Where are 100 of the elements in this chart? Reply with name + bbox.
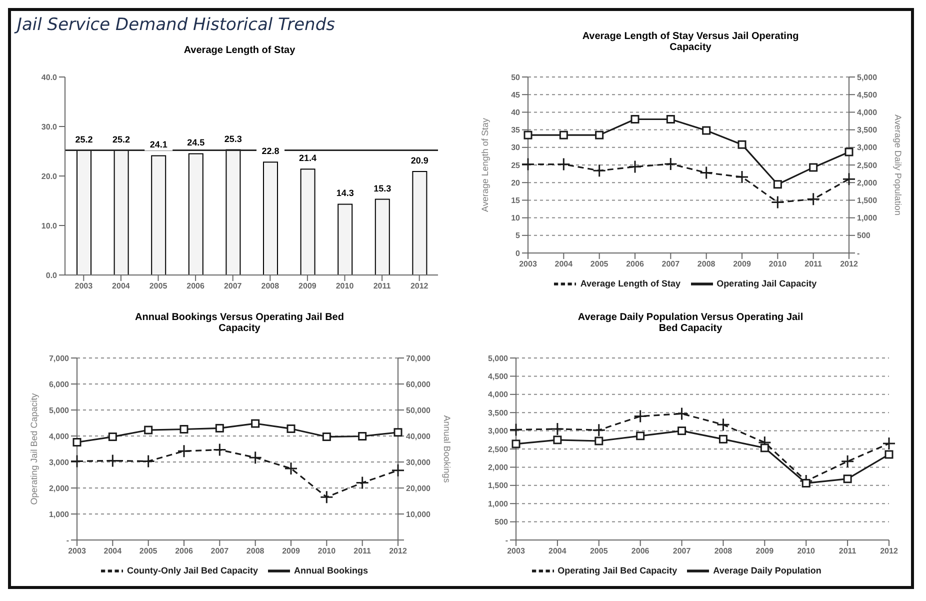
y2-tick-label: - xyxy=(857,248,860,258)
x-tick-label: 2005 xyxy=(590,260,609,269)
x-tick-label: 2009 xyxy=(282,546,300,556)
y2-tick-label: 60,000 xyxy=(406,379,432,388)
y2-tick-label: 1,500 xyxy=(857,196,878,206)
y2-tick-label: 3,500 xyxy=(857,126,878,135)
x-tick-label: 2007 xyxy=(224,282,242,291)
x-tick-label: 2011 xyxy=(804,260,823,269)
y2-axis-title: Annual Bookings xyxy=(442,414,452,483)
data-label: 24.5 xyxy=(187,138,205,148)
y-tick-label: 3,000 xyxy=(48,457,70,466)
x-tick-label: 2003 xyxy=(507,546,526,556)
y-axis-title: Operating Jail Bed Capacity xyxy=(29,392,40,504)
x-tick-label: 2005 xyxy=(139,546,158,556)
x-tick-label: 2011 xyxy=(838,546,857,556)
x-tick-label: 2012 xyxy=(840,260,858,269)
y-tick-label: 10 xyxy=(511,214,521,223)
x-tick-label: 2004 xyxy=(112,282,130,291)
legend-label: Annual Bookings xyxy=(294,564,368,575)
x-tick-label: 2008 xyxy=(246,546,265,556)
y-tick-label: 30.0 xyxy=(41,122,58,132)
y2-tick-label: 4,000 xyxy=(857,108,878,118)
x-tick-label: 2004 xyxy=(548,546,567,556)
y2-tick-label: 20,000 xyxy=(406,483,432,492)
x-tick-label: 2010 xyxy=(797,546,816,556)
x-tick-label: 2003 xyxy=(519,260,538,269)
y2-tick-label: 70,000 xyxy=(406,353,432,362)
y-tick-label: - xyxy=(66,535,70,544)
y-tick-label: 5,000 xyxy=(488,353,509,362)
x-tick-label: 2006 xyxy=(186,282,205,291)
y-tick-label: 4,000 xyxy=(488,390,509,399)
y-tick-label: 1,000 xyxy=(488,498,509,508)
y-tick-label: 45 xyxy=(511,90,521,100)
data-label: 25.2 xyxy=(75,134,93,144)
y2-tick-label: 2,500 xyxy=(857,160,878,170)
legend-label: Operating Jail Capacity xyxy=(716,278,817,288)
x-tick-label: 2006 xyxy=(175,546,194,556)
x-tick-label: 2012 xyxy=(880,546,898,556)
x-tick-label: 2005 xyxy=(590,546,608,556)
y-tick-label: 50 xyxy=(511,72,521,82)
y-tick-label: 0 xyxy=(516,248,521,258)
y-tick-label: 4,500 xyxy=(488,372,509,381)
y-tick-label: 40.0 xyxy=(41,72,58,82)
y-tick-label: 4,000 xyxy=(48,431,70,440)
data-label: 25.3 xyxy=(224,134,242,144)
x-tick-label: 2007 xyxy=(210,546,230,556)
y-tick-label: 2,000 xyxy=(488,462,509,472)
x-tick-label: 2004 xyxy=(554,260,574,269)
x-tick-label: 2010 xyxy=(768,260,788,269)
y2-tick-label: 5,000 xyxy=(857,72,878,82)
y-tick-label: 7,000 xyxy=(48,353,70,362)
y2-tick-label: 30,000 xyxy=(406,457,432,466)
x-tick-label: 2009 xyxy=(298,282,317,291)
x-tick-label: 2012 xyxy=(389,546,408,556)
data-label: 20.9 xyxy=(410,156,428,166)
y2-tick-label: 1,000 xyxy=(857,214,878,223)
x-tick-label: 2006 xyxy=(626,260,644,269)
y2-tick-label: 50,000 xyxy=(406,405,432,414)
data-label: 24.1 xyxy=(150,140,168,150)
y-tick-label: 25 xyxy=(511,160,521,170)
y-tick-label: 3,500 xyxy=(488,408,509,417)
y2-tick-label: 2,000 xyxy=(857,178,878,188)
y-tick-label: 3,000 xyxy=(488,426,509,436)
y-tick-label: 2,000 xyxy=(48,483,70,492)
x-tick-label: 2006 xyxy=(631,546,650,556)
x-tick-label: 2004 xyxy=(104,546,122,556)
chart-title: Average Daily Population Versus Operating Jail Bed Capacity xyxy=(576,310,804,336)
y-tick-label: 1,500 xyxy=(488,480,509,490)
x-tick-label: 2009 xyxy=(733,260,752,269)
y-tick-label: 35 xyxy=(511,126,521,135)
x-tick-label: 2011 xyxy=(354,546,372,556)
y-tick-label: 5 xyxy=(516,231,521,240)
y2-tick-label: 500 xyxy=(857,231,871,240)
y-axis-title: Average Length of Stay xyxy=(480,118,490,212)
y2-tick-label: 3,000 xyxy=(857,143,878,152)
y-tick-label: 30 xyxy=(511,143,521,152)
x-tick-label: 2003 xyxy=(68,546,86,556)
y2-axis-title: Average Daily Population xyxy=(892,114,903,216)
x-tick-label: 2007 xyxy=(672,546,692,556)
x-tick-label: 2010 xyxy=(336,282,354,291)
x-tick-label: 2012 xyxy=(410,282,429,291)
y2-tick-label: 40,000 xyxy=(406,431,432,440)
y-tick-label: 10.0 xyxy=(41,221,58,230)
data-label: 25.2 xyxy=(112,134,130,144)
x-tick-label: 2007 xyxy=(662,260,680,269)
y-tick-label: 0.0 xyxy=(46,270,58,280)
y-tick-label: 1,000 xyxy=(48,509,70,518)
x-tick-label: 2005 xyxy=(149,282,168,291)
y-tick-label: - xyxy=(505,535,508,544)
legend-label: Operating Jail Bed Capacity xyxy=(558,564,678,575)
data-label: 21.4 xyxy=(299,153,317,164)
data-label: 14.3 xyxy=(336,188,354,198)
y-tick-label: 20 xyxy=(511,178,521,188)
x-tick-label: 2008 xyxy=(714,546,733,556)
x-tick-label: 2003 xyxy=(74,282,94,291)
chart-subtitle: Average Length of Stay xyxy=(182,44,296,58)
y-tick-label: 500 xyxy=(494,517,509,526)
y-tick-label: 40 xyxy=(511,108,521,118)
data-label: 22.8 xyxy=(262,146,280,156)
chart-title: Annual Bookings Versus Operating Jail Bed Capacity xyxy=(134,310,345,336)
